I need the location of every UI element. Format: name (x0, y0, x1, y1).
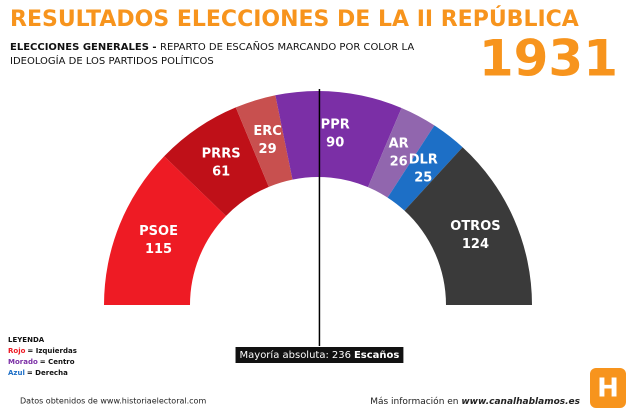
seat-segment (164, 107, 269, 217)
legend-meaning: = Derecha (27, 369, 68, 377)
legend-entry: Rojo = Izquierdas (8, 347, 77, 355)
seat-segment (367, 107, 435, 198)
seat-segment (387, 125, 463, 211)
seat-segment (275, 90, 402, 188)
segment-value: 25 (414, 170, 432, 185)
subtitle-text: REPARTO DE ESCAÑOS MARCANDO POR COLOR LA (160, 40, 414, 53)
segment-value: 124 (462, 237, 489, 252)
majority-label: Mayoría absoluta: (240, 349, 329, 361)
majority-box (235, 347, 404, 363)
legend-meaning: = Izquierdas (27, 347, 76, 355)
segment-value: 115 (145, 242, 172, 257)
segment-label: PSOE (139, 224, 178, 239)
legend-meaning: = Centro (40, 358, 75, 366)
majority-label: Mayoría absoluta: 236 Escaños (240, 349, 400, 361)
seat-segment (104, 156, 226, 305)
year: 1931 (479, 30, 618, 88)
logo: H (597, 374, 619, 404)
seat-segment (404, 147, 532, 305)
legend-color-name: Rojo (8, 347, 26, 355)
segment-label: AR (389, 137, 409, 152)
seat-segment (235, 95, 293, 187)
segment-value: 90 (326, 135, 344, 150)
segment-value: 29 (259, 142, 277, 157)
legend-entry: Morado = Centro (8, 358, 75, 366)
legend-color-name: Azul (8, 369, 25, 377)
logo-box (590, 368, 626, 408)
majority-unit: Escaños (354, 350, 399, 361)
segment-label: DLR (409, 152, 438, 167)
legend-title: LEYENDA (8, 336, 45, 344)
majority-value: 236 (332, 350, 351, 361)
more-info-text: Más información en (370, 396, 461, 407)
subtitle-bold: ELECCIONES GENERALES - (10, 42, 160, 53)
segment-label: PPR (321, 117, 350, 132)
more-info: Más información en www.canalhablamos.es (370, 396, 580, 407)
legend-color-name: Morado (8, 358, 38, 366)
segment-value: 26 (390, 155, 408, 170)
chart-title: RESULTADOS ELECCIONES DE LA II REPÚBLICA (10, 6, 579, 32)
website: www.canalhablamos.es (461, 397, 580, 407)
segment-label: ERC (253, 124, 281, 139)
segment-value: 61 (212, 164, 230, 179)
subtitle-line-2: IDEOLOGÍA DE LOS PARTIDOS POLÍTICOS (10, 54, 214, 67)
legend: LEYENDA Rojo = Izquierdas Morado = Centro Azu… (8, 336, 77, 377)
source: Datos obtenidos de www.historiaelectoral… (20, 397, 206, 406)
segment-label: PRRS (202, 146, 241, 161)
subtitle: ELECCIONES GENERALES - REPARTO DE ESCAÑO… (10, 40, 414, 53)
legend-entry: Azul = Derecha (8, 369, 68, 377)
segment-label: OTROS (450, 219, 500, 234)
